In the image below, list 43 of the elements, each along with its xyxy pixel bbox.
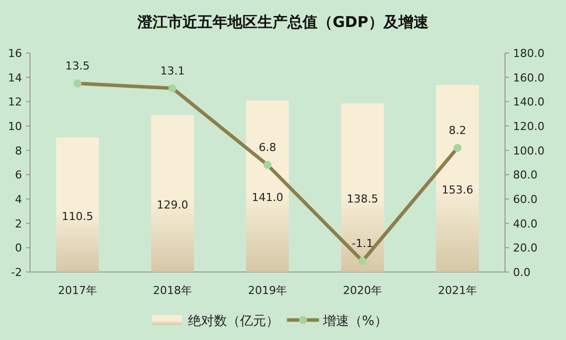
data-label: 13.5 <box>65 59 90 72</box>
bar <box>341 103 384 272</box>
bar <box>56 138 99 272</box>
x-tick-label: 2018年 <box>153 284 192 297</box>
data-label: 129.0 <box>156 198 188 212</box>
data-label: 153.6 <box>442 184 474 197</box>
y-tick-label: -2 <box>11 266 22 279</box>
x-tick-label: 2020年 <box>343 284 382 297</box>
y-tick-label: 4 <box>15 193 22 206</box>
y2-tick-label: 140.0 <box>513 96 544 109</box>
bar <box>246 100 289 272</box>
y2-tick-label: 40.0 <box>513 217 538 230</box>
legend-label: 绝对数（亿元） <box>188 314 279 329</box>
x-tick-label: 2017年 <box>58 284 97 297</box>
y2-tick-label: 100.0 <box>513 144 544 158</box>
y-tick-label: 8 <box>15 144 22 158</box>
y2-tick-label: 0.0 <box>513 266 530 279</box>
data-label: 110.5 <box>62 210 94 223</box>
y2-tick-label: 80.0 <box>513 168 538 182</box>
y-tick-label: 2 <box>15 217 22 230</box>
y2-tick-label: 20.0 <box>513 242 538 255</box>
y-tick-label: 0 <box>15 242 22 255</box>
data-label: 13.1 <box>160 64 185 78</box>
y2-tick-label: 120.0 <box>513 120 544 133</box>
data-label: 138.5 <box>346 192 378 206</box>
data-label: 8.2 <box>448 124 466 137</box>
y2-tick-label: 60.0 <box>513 193 538 206</box>
data-label: -1.1 <box>352 237 374 250</box>
y-tick-label: 12 <box>8 96 22 109</box>
data-label: 141.0 <box>252 191 284 204</box>
x-tick-label: 2021年 <box>438 284 477 297</box>
y2-tick-label: 180.0 <box>513 47 544 60</box>
bar <box>151 115 194 272</box>
bar <box>436 85 479 272</box>
chart-title: 澄江市近五年地区生产总值（GDP）及增速 <box>136 13 430 31</box>
y-tick-label: 6 <box>15 168 22 182</box>
y-tick-label: 14 <box>8 71 22 84</box>
y-tick-label: 10 <box>8 120 22 133</box>
legend-label: 增速（%） <box>322 314 388 329</box>
y-tick-label: 16 <box>8 47 22 60</box>
x-tick-label: 2019年 <box>248 284 287 297</box>
y2-tick-label: 160.0 <box>513 71 544 84</box>
data-label: 6.8 <box>258 140 276 154</box>
